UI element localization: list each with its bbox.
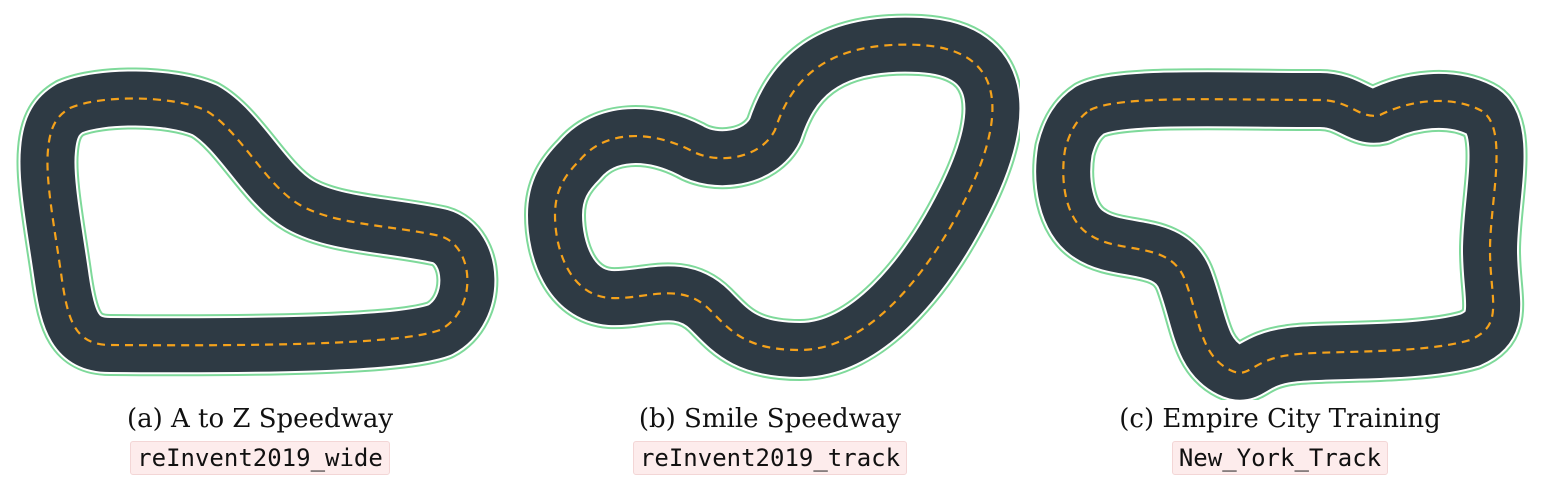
caption-c: (c) Empire City Training <box>1119 404 1441 434</box>
track-a <box>16 67 499 377</box>
code-label-a: reInvent2019_wide <box>130 441 390 475</box>
track-c-diagram <box>1032 68 1528 400</box>
figure-c: (c) Empire City Training New_York_Track <box>1020 0 1540 493</box>
caption-a: (a) A to Z Speedway <box>126 404 394 434</box>
track-c <box>1032 68 1528 400</box>
track-b <box>524 13 1020 381</box>
caption-b: (b) Smile Speedway <box>638 404 902 434</box>
track-a-diagram <box>16 67 499 377</box>
figure-a: (a) A to Z Speedway reInvent2019_wide <box>0 0 520 493</box>
code-label-c: New_York_Track <box>1171 441 1389 475</box>
track-b-diagram <box>524 13 1020 381</box>
figure-b: (b) Smile Speedway reInvent2019_track <box>520 0 1020 493</box>
code-label-b: reInvent2019_track <box>632 441 908 475</box>
